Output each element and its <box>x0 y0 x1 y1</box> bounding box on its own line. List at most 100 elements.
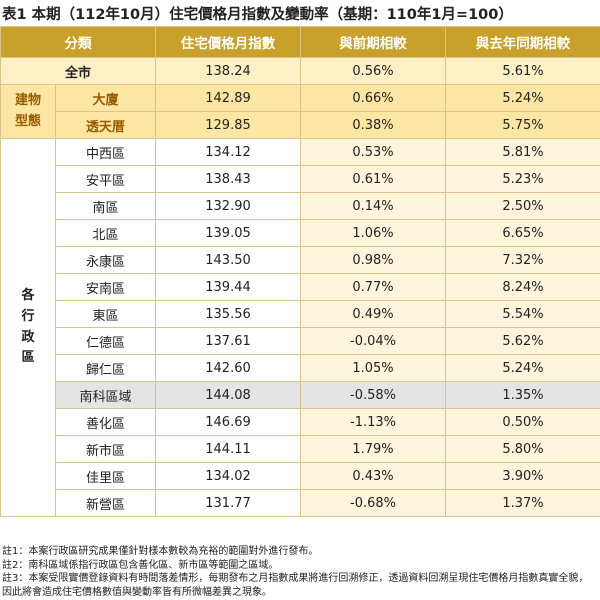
cell: 0.14% <box>300 192 446 220</box>
cell: 5.81% <box>445 138 600 166</box>
data-row: 新市區 144.11 1.79% 5.80% <box>1 435 600 463</box>
cell: 5.61% <box>445 57 600 85</box>
row-name: 永康區 <box>55 246 156 274</box>
cell: -0.04% <box>300 327 446 355</box>
row-name: 大廈 <box>55 84 156 112</box>
data-row: 南區 132.90 0.14% 2.50% <box>1 192 600 220</box>
cell: 144.11 <box>155 435 301 463</box>
row-name: 善化區 <box>55 408 156 436</box>
row-name: 南科區域 <box>55 381 156 409</box>
cell: 0.56% <box>300 57 446 85</box>
cell: 142.60 <box>155 354 301 382</box>
row-name: 全市 <box>0 57 156 85</box>
cell: 0.53% <box>300 138 446 166</box>
data-row: 南科區域 144.08 -0.58% 1.35% <box>1 381 600 409</box>
cell: 134.12 <box>155 138 301 166</box>
row-name: 仁德區 <box>55 327 156 355</box>
data-row: 仁德區 137.61 -0.04% 5.62% <box>1 327 600 355</box>
cell: 142.89 <box>155 84 301 112</box>
cell: 1.79% <box>300 435 446 463</box>
cell: 129.85 <box>155 111 301 139</box>
cell: 8.24% <box>445 273 600 301</box>
data-row: 北區 139.05 1.06% 6.65% <box>1 219 600 247</box>
index-table: 分類 住宅價格月指數 與前期相較 與去年同期相較 全市 138.24 0.56% 5.61%… <box>0 26 600 517</box>
cell: 0.66% <box>300 84 446 112</box>
cell: 6.65% <box>445 219 600 247</box>
data-row: 歸仁區 142.60 1.05% 5.24% <box>1 354 600 382</box>
data-row: 建物型態 大廈 142.89 0.66% 5.24% <box>0 84 600 139</box>
cell: -0.58% <box>300 381 446 409</box>
group-text: 建物型態 <box>14 92 41 129</box>
group-label: 建物型態 <box>0 84 56 139</box>
row-name: 透天厝 <box>55 111 156 139</box>
header-row: 分類 住宅價格月指數 與前期相較 與去年同期相較 <box>0 26 600 58</box>
cell: 143.50 <box>155 246 301 274</box>
cell: 5.24% <box>445 84 600 112</box>
row-name: 北區 <box>55 219 156 247</box>
cell: 146.69 <box>155 408 301 436</box>
data-row: 東區 135.56 0.49% 5.54% <box>1 300 600 328</box>
cell: 0.98% <box>300 246 446 274</box>
cell: 3.90% <box>445 462 600 490</box>
cell: 5.75% <box>445 111 600 139</box>
notes: 註1：本案行政區研究成果僅針對樣本數較為充裕的範圍對外進行發布。 註2：南科區域係… <box>2 545 598 599</box>
data-row: 善化區 146.69 -1.13% 0.50% <box>1 408 600 436</box>
cell: -1.13% <box>300 408 446 436</box>
note: 註1：本案行政區研究成果僅針對樣本數較為充裕的範圍對外進行發布。 <box>2 546 319 557</box>
row-name: 佳里區 <box>55 462 156 490</box>
cell: 137.61 <box>155 327 301 355</box>
cell: 132.90 <box>155 192 301 220</box>
data-row: 透天厝 129.85 0.38% 5.75% <box>1 111 600 139</box>
total-row: 全市 138.24 0.56% 5.61% <box>0 57 600 85</box>
header-cell: 與去年同期相較 <box>445 26 600 58</box>
data-row: 各行政區 中西區 134.12 0.53% 5.81% <box>0 138 600 517</box>
cell: 0.61% <box>300 165 446 193</box>
cell: 0.43% <box>300 462 446 490</box>
cell: 0.50% <box>445 408 600 436</box>
cell: 144.08 <box>155 381 301 409</box>
header-cell: 與前期相較 <box>300 26 446 58</box>
cell: 139.05 <box>155 219 301 247</box>
cell: 1.06% <box>300 219 446 247</box>
row-name: 安南區 <box>55 273 156 301</box>
cell: 0.77% <box>300 273 446 301</box>
group-label: 各行政區 <box>0 138 56 517</box>
row-name: 新營區 <box>55 489 156 517</box>
cell: -0.68% <box>300 489 446 517</box>
cell: 1.35% <box>445 381 600 409</box>
cell: 139.44 <box>155 273 301 301</box>
cell: 0.49% <box>300 300 446 328</box>
cell: 5.24% <box>445 354 600 382</box>
row-name: 南區 <box>55 192 156 220</box>
row-name: 安平區 <box>55 165 156 193</box>
header-cell: 住宅價格月指數 <box>155 26 301 58</box>
table-title: 表1 本期（112年10月）住宅價格月指數及變動率（基期：110年1月=100） <box>2 7 513 23</box>
data-row: 安平區 138.43 0.61% 5.23% <box>1 165 600 193</box>
header-cell: 分類 <box>0 26 156 58</box>
cell: 138.43 <box>155 165 301 193</box>
row-name: 歸仁區 <box>55 354 156 382</box>
cell: 5.80% <box>445 435 600 463</box>
cell: 5.54% <box>445 300 600 328</box>
note: 註2：南科區域係指行政區包含善化區、新市區等範圍之區域。 <box>2 559 279 571</box>
data-row: 新營區 131.77 -0.68% 1.37% <box>1 489 600 517</box>
cell: 138.24 <box>155 57 301 85</box>
data-row: 佳里區 134.02 0.43% 3.90% <box>1 462 600 490</box>
row-name: 中西區 <box>55 138 156 166</box>
cell: 7.32% <box>445 246 600 274</box>
cell: 1.05% <box>300 354 446 382</box>
note: 註3：本案受限實價登錄資料有時間落差情形，每期發布之月指數成果將進行回溯修正，透… <box>2 573 589 598</box>
cell: 0.38% <box>300 111 446 139</box>
data-row: 安南區 139.44 0.77% 8.24% <box>1 273 600 301</box>
cell: 5.62% <box>445 327 600 355</box>
cell: 1.37% <box>445 489 600 517</box>
row-name: 東區 <box>55 300 156 328</box>
data-row: 永康區 143.50 0.98% 7.32% <box>1 246 600 274</box>
row-name: 新市區 <box>55 435 156 463</box>
cell: 2.50% <box>445 192 600 220</box>
cell: 5.23% <box>445 165 600 193</box>
cell: 134.02 <box>155 462 301 490</box>
cell: 131.77 <box>155 489 301 517</box>
cell: 135.56 <box>155 300 301 328</box>
